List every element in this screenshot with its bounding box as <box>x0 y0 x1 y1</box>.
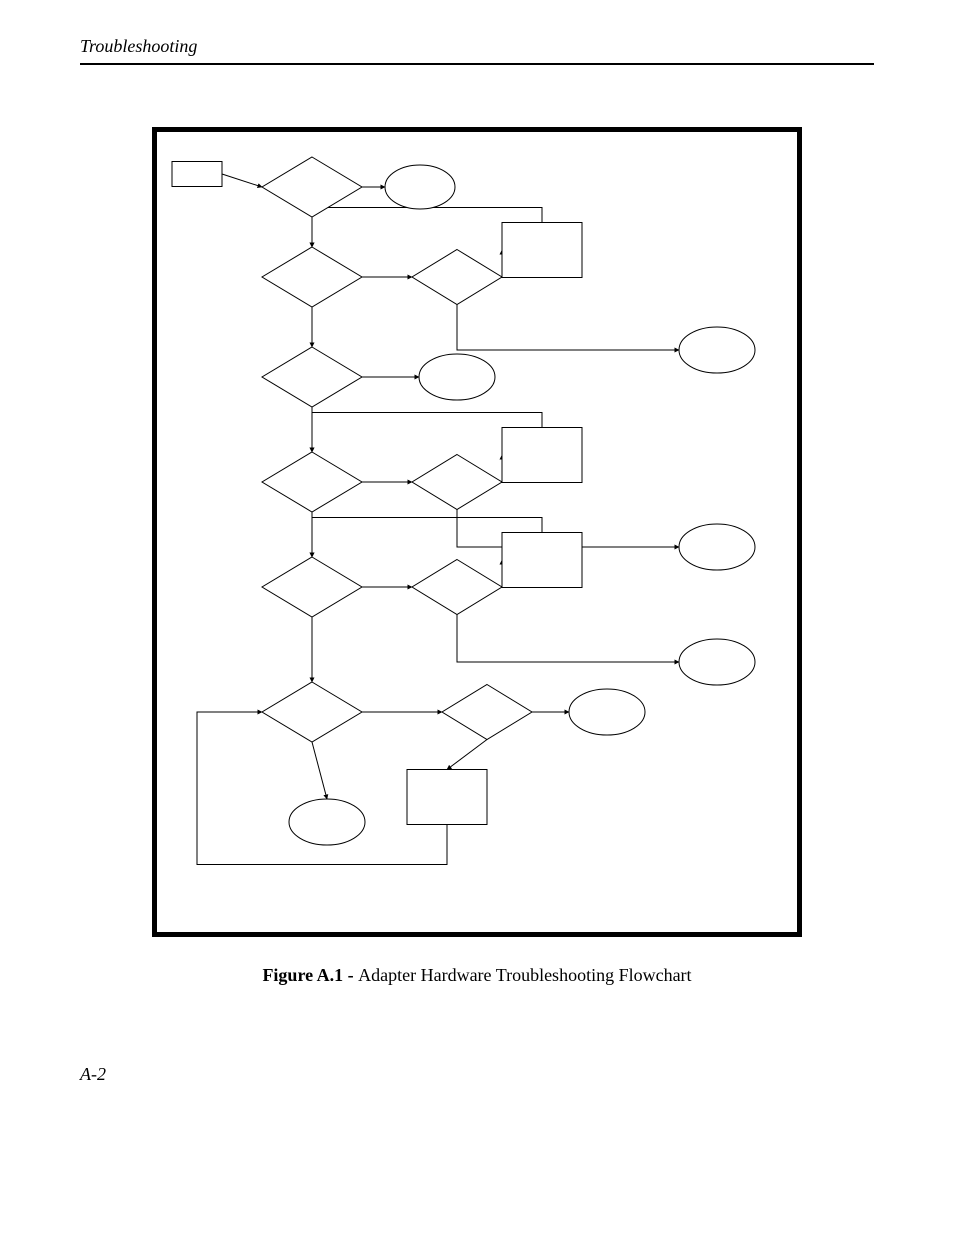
figure-caption-text: Adapter Hardware Troubleshooting Flowcha… <box>358 965 691 985</box>
figure-frame <box>152 127 802 937</box>
page-number: A-2 <box>80 1064 106 1085</box>
flowchart-svg <box>157 132 797 932</box>
figure-caption: Figure A.1 - Adapter Hardware Troublesho… <box>80 965 874 986</box>
figure-caption-bold: Figure A.1 - <box>262 965 358 985</box>
document-page: Troubleshooting Figure A.1 - Adapter Har… <box>0 0 954 1235</box>
running-header: Troubleshooting <box>80 36 874 65</box>
